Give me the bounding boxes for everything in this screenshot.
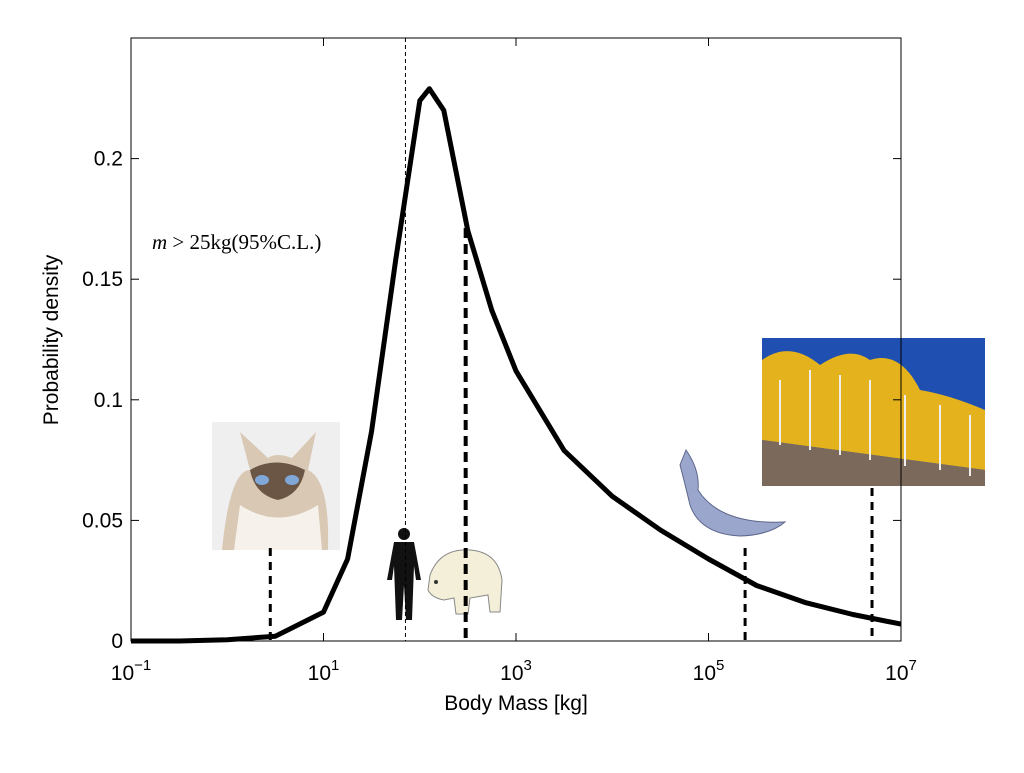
y-tick-label: 0	[111, 630, 123, 653]
aspen-photo	[762, 338, 985, 486]
x-tick-label: 10−1	[111, 657, 151, 685]
x-tick-base: 10	[308, 662, 331, 685]
whale	[679, 448, 787, 537]
annotation: m > 25kg(95%C.L.)	[152, 230, 321, 254]
y-tick-label: 0.05	[82, 509, 123, 532]
x-tick-label: 107	[885, 657, 917, 685]
y-tick-label: 0.2	[94, 148, 123, 171]
x-tick-exponent: 7	[909, 657, 917, 674]
y-tick-label: 0.15	[82, 268, 123, 291]
human-silhouette	[387, 528, 421, 620]
x-tick-base: 10	[693, 662, 716, 685]
y-axis-label: Probability density	[40, 254, 63, 425]
x-tick-exponent: 3	[524, 657, 532, 674]
x-tick-exponent: 5	[716, 657, 724, 674]
x-tick-label: 101	[308, 657, 340, 685]
density-curve	[131, 86, 902, 644]
y-tick-label: 0.1	[94, 389, 123, 412]
x-tick-exponent: −1	[134, 657, 151, 674]
x-tick-base: 10	[885, 662, 908, 685]
x-tick-label: 105	[693, 657, 725, 685]
x-tick-label: 103	[500, 657, 532, 685]
x-axis-label: Body Mass [kg]	[444, 692, 588, 715]
x-tick-exponent: 1	[331, 657, 339, 674]
annotation-text: > 25kg(95%C.L.)	[167, 230, 321, 254]
annotation-variable: m	[152, 230, 167, 254]
x-tick-base: 10	[500, 662, 523, 685]
x-tick-base: 10	[111, 662, 134, 685]
cat-picture	[212, 422, 340, 550]
